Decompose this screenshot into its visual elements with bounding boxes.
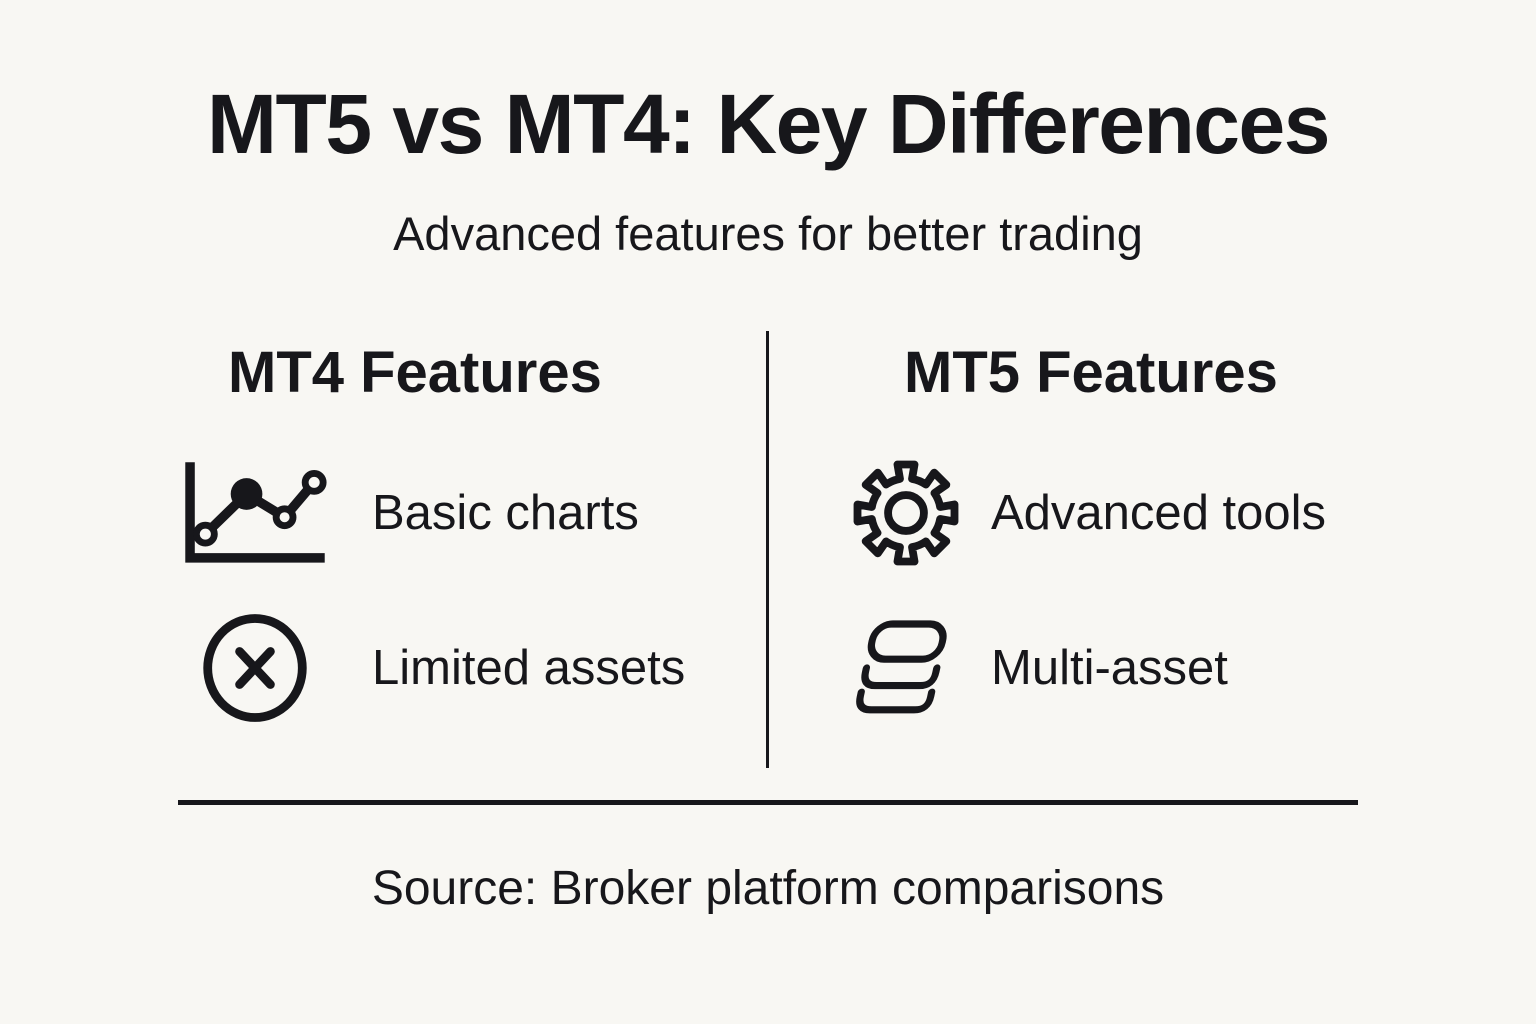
feature-label: Limited assets xyxy=(372,640,686,695)
feature-row-multi-asset: Multi-asset xyxy=(848,612,1446,724)
feature-row-advanced-tools: Advanced tools xyxy=(848,457,1446,569)
feature-row-limited-assets: Limited assets xyxy=(180,612,740,724)
page-title: MT5 vs MT4: Key Differences xyxy=(207,77,1330,171)
page-subtitle: Advanced features for better trading xyxy=(393,207,1143,260)
mt5-column-heading: MT5 Features xyxy=(904,340,1278,405)
column-divider xyxy=(766,331,769,768)
footer-divider xyxy=(178,800,1358,805)
mt4-column-heading: MT4 Features xyxy=(228,340,602,405)
feature-label: Multi-asset xyxy=(991,640,1228,695)
line-chart-icon xyxy=(180,457,330,569)
x-circle-icon xyxy=(180,612,330,724)
feature-label: Advanced tools xyxy=(991,485,1327,540)
mt5-column: MT5 Features Advanced tools Multi-asset xyxy=(826,330,1446,724)
feature-label: Basic charts xyxy=(372,485,639,540)
feature-row-basic-charts: Basic charts xyxy=(180,457,740,569)
gear-icon xyxy=(848,457,963,569)
mt4-column: MT4 Features Basic charts Limited assets xyxy=(180,330,740,724)
layers-icon xyxy=(848,612,963,724)
source-attribution: Source: Broker platform comparisons xyxy=(371,862,1165,915)
